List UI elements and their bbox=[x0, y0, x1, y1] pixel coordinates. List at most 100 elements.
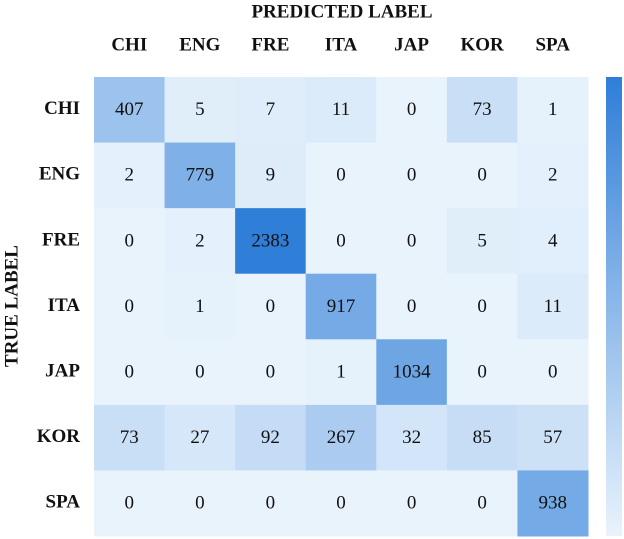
cell bbox=[164, 142, 236, 209]
cell-value: 0 bbox=[336, 230, 346, 251]
cell-value: 0 bbox=[477, 296, 487, 317]
cell bbox=[446, 77, 518, 144]
x-tick-label: JAP bbox=[394, 34, 429, 55]
cell-value: 57 bbox=[543, 427, 562, 448]
cell-value: 938 bbox=[538, 493, 567, 514]
cell bbox=[305, 142, 377, 209]
y-tick-label: FRE bbox=[42, 229, 80, 250]
cell-value: 11 bbox=[544, 296, 562, 317]
cell-value: 0 bbox=[407, 165, 417, 186]
cell bbox=[376, 470, 448, 537]
cell bbox=[235, 404, 307, 471]
cell-value: 5 bbox=[477, 230, 487, 251]
cell-value: 73 bbox=[120, 427, 139, 448]
cell-value: 0 bbox=[407, 493, 417, 514]
cell bbox=[235, 339, 307, 406]
cell-value: 0 bbox=[477, 165, 487, 186]
cell bbox=[376, 339, 448, 406]
y-tick-label: JAP bbox=[45, 360, 80, 381]
cell bbox=[517, 142, 589, 209]
y-axis-title: TRUE LABEL bbox=[1, 245, 22, 367]
cell bbox=[446, 404, 518, 471]
cell-value: 27 bbox=[190, 427, 209, 448]
cell bbox=[164, 470, 236, 537]
cell bbox=[376, 208, 448, 275]
cell-value: 4 bbox=[548, 230, 558, 251]
cell-value: 1 bbox=[336, 361, 346, 382]
cell bbox=[235, 273, 307, 340]
cell-value: 0 bbox=[407, 99, 417, 120]
x-tick-label: FRE bbox=[251, 34, 289, 55]
cell bbox=[235, 77, 307, 144]
cell-value: 92 bbox=[261, 427, 280, 448]
cell bbox=[305, 470, 377, 537]
cell bbox=[517, 77, 589, 144]
cell bbox=[235, 208, 307, 275]
cell-value: 0 bbox=[266, 296, 276, 317]
cell bbox=[305, 404, 377, 471]
cell bbox=[164, 77, 236, 144]
cell-value: 0 bbox=[477, 493, 487, 514]
x-tick-label: ITA bbox=[325, 34, 358, 55]
cell bbox=[94, 208, 166, 275]
cell-value: 2383 bbox=[251, 230, 289, 251]
cell-value: 0 bbox=[195, 361, 205, 382]
cell bbox=[164, 208, 236, 275]
cell bbox=[305, 208, 377, 275]
cell-value: 917 bbox=[327, 296, 356, 317]
cell bbox=[517, 208, 589, 275]
cell bbox=[446, 470, 518, 537]
cell-value: 1 bbox=[195, 296, 205, 317]
y-tick-label: KOR bbox=[37, 426, 81, 447]
cell bbox=[305, 339, 377, 406]
y-tick-label: ENG bbox=[39, 164, 80, 185]
cell-value: 407 bbox=[115, 99, 144, 120]
cell bbox=[94, 404, 166, 471]
cell bbox=[376, 273, 448, 340]
cell-value: 11 bbox=[332, 99, 350, 120]
cell bbox=[164, 273, 236, 340]
cell-value: 0 bbox=[407, 230, 417, 251]
cell bbox=[517, 470, 589, 537]
cell bbox=[94, 273, 166, 340]
cell-value: 0 bbox=[125, 230, 135, 251]
cell-value: 0 bbox=[548, 361, 558, 382]
x-tick-label: CHI bbox=[111, 34, 147, 55]
cell bbox=[376, 77, 448, 144]
cell bbox=[94, 470, 166, 537]
cell bbox=[305, 273, 377, 340]
cell-value: 5 bbox=[195, 99, 205, 120]
cell bbox=[446, 208, 518, 275]
y-tick-label: CHI bbox=[44, 98, 80, 119]
cell-value: 2 bbox=[125, 165, 135, 186]
cell-value: 0 bbox=[477, 361, 487, 382]
cell bbox=[235, 142, 307, 209]
cell-value: 0 bbox=[125, 296, 135, 317]
x-axis-title: PREDICTED LABEL bbox=[251, 1, 432, 22]
cell bbox=[305, 77, 377, 144]
cell bbox=[446, 339, 518, 406]
cell bbox=[376, 404, 448, 471]
cell bbox=[164, 339, 236, 406]
cell-value: 7 bbox=[266, 99, 276, 120]
cell bbox=[376, 142, 448, 209]
x-tick-label: ENG bbox=[179, 34, 220, 55]
cell bbox=[517, 404, 589, 471]
cell bbox=[517, 273, 589, 340]
y-tick-label: ITA bbox=[48, 295, 81, 316]
cell-value: 0 bbox=[125, 493, 135, 514]
cell-value: 0 bbox=[266, 361, 276, 382]
cell-value: 779 bbox=[186, 165, 215, 186]
cell-value: 0 bbox=[195, 493, 205, 514]
y-tick-label: SPA bbox=[46, 492, 81, 513]
cell-value: 85 bbox=[473, 427, 492, 448]
cell-value: 1 bbox=[548, 99, 558, 120]
cell-value: 0 bbox=[336, 493, 346, 514]
cell-value: 32 bbox=[402, 427, 421, 448]
x-tick-label: KOR bbox=[461, 34, 505, 55]
cell-value: 0 bbox=[407, 296, 417, 317]
cell-value: 0 bbox=[125, 361, 135, 382]
cell bbox=[94, 339, 166, 406]
